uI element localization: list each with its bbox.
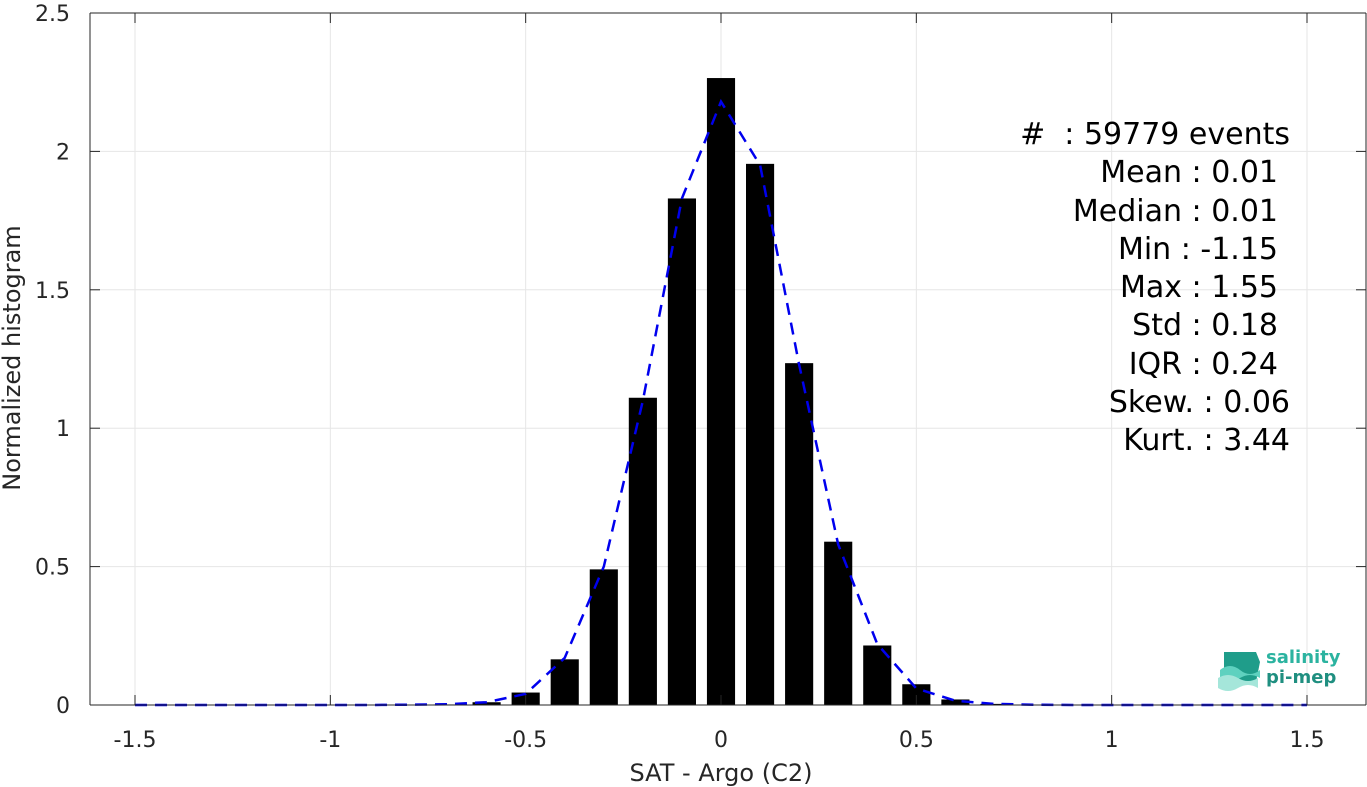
tick-labels: -1.5 -1 -0.5 0 0.5 1 1.5 0 0.5 1 1.5 2 2.5 <box>35 2 1325 753</box>
y-tick-label: 0 <box>56 694 70 719</box>
logo-text: salinity pi-mep <box>1266 648 1341 688</box>
bar <box>472 702 501 705</box>
y-tick-label: 2 <box>56 140 70 165</box>
y-axis-label: Normalized histogram <box>0 225 26 490</box>
x-tick-label: -0.5 <box>504 728 547 753</box>
bar <box>980 703 1009 705</box>
stat-std: Std : 0.18 <box>1132 308 1278 344</box>
axes <box>89 12 1367 706</box>
stat-iqr: IQR : 0.24 <box>1128 346 1278 382</box>
stat-kurt: Kurt. : 3.44 <box>1123 423 1290 459</box>
x-tick-label: 1 <box>1105 728 1119 753</box>
x-tick-label: -1 <box>319 728 341 753</box>
bar <box>785 363 814 705</box>
x-tick-label: 0 <box>714 728 728 753</box>
bar <box>706 78 736 706</box>
bar <box>941 699 970 705</box>
bar <box>902 684 931 705</box>
wave-logo-icon <box>1218 652 1260 691</box>
x-tick-label: 1.5 <box>1290 728 1325 753</box>
logo-line2: pi-mep <box>1266 667 1337 688</box>
bar <box>667 198 696 705</box>
y-tick-label: 2.5 <box>35 2 70 27</box>
x-axis-label: SAT - Argo (C2) <box>630 759 813 787</box>
bar <box>628 397 657 705</box>
bar <box>824 541 853 705</box>
stat-skew: Skew. : 0.06 <box>1108 385 1290 421</box>
x-tick-label: 0.5 <box>899 728 934 753</box>
stat-median: Median : 0.01 <box>1072 193 1278 229</box>
y-tick-label: 0.5 <box>35 556 70 581</box>
statistics-box: # : 59779 events Mean : 0.01 Median : 0.… <box>1020 116 1290 461</box>
stat-mean: Mean : 0.01 <box>1100 155 1278 191</box>
logo-line1: salinity <box>1266 647 1341 668</box>
y-tick-label: 1.5 <box>35 279 70 304</box>
stat-count: # : 59779 events <box>1020 117 1290 152</box>
stat-max: Max : 1.55 <box>1120 270 1278 306</box>
salinity-pi-mep-logo: salinity pi-mep <box>1216 648 1346 694</box>
bars <box>433 78 1009 706</box>
bar <box>589 569 618 705</box>
bar <box>746 163 775 705</box>
y-tick-label: 1 <box>56 417 70 442</box>
x-tick-label: -1.5 <box>114 728 157 753</box>
stat-min: Min : -1.15 <box>1117 231 1278 267</box>
